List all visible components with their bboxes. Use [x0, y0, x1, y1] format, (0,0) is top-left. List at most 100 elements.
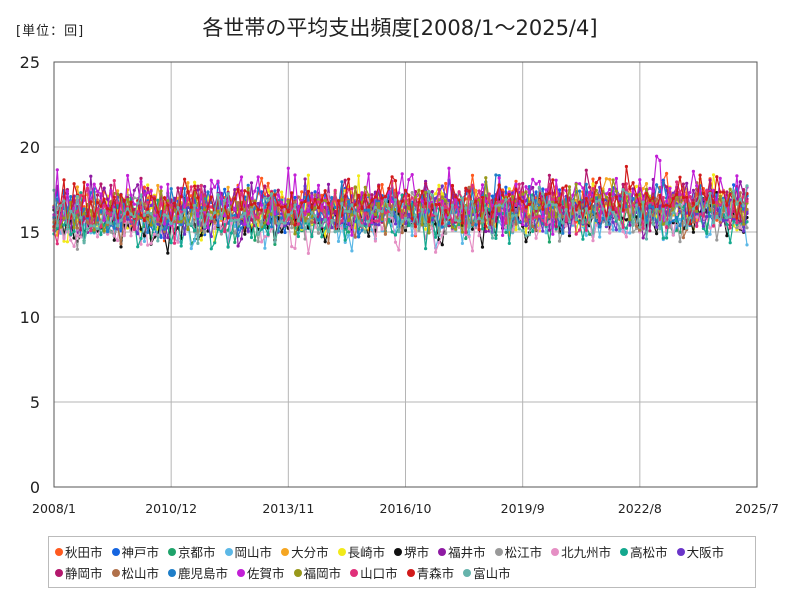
- data-point: [665, 236, 669, 240]
- data-point: [665, 199, 669, 203]
- data-point: [162, 236, 167, 240]
- data-point: [296, 219, 300, 223]
- legend-marker: [237, 568, 246, 577]
- data-point: [383, 211, 387, 215]
- data-point: [260, 203, 264, 207]
- data-point: [685, 226, 689, 230]
- data-point: [343, 209, 347, 213]
- data-point: [413, 224, 418, 229]
- data-point: [233, 231, 237, 235]
- data-point: [403, 217, 408, 221]
- data-point: [698, 189, 702, 193]
- data-point: [464, 230, 468, 234]
- data-point: [313, 197, 317, 202]
- data-point: [162, 207, 167, 211]
- data-point: [665, 225, 669, 230]
- data-point: [638, 178, 642, 182]
- data-point: [363, 211, 367, 215]
- data-point: [109, 183, 113, 187]
- data-point: [604, 201, 609, 205]
- data-point: [139, 213, 143, 217]
- data-point: [300, 199, 304, 203]
- data-point: [417, 226, 421, 230]
- data-point: [256, 201, 260, 206]
- legend-label: 北九州市: [561, 545, 612, 560]
- data-point: [494, 173, 498, 177]
- legend: 秋田市 神戸市 京都市 岡山市 大分市 長崎市 堺市 福井市 松江市 北九州市 高松市 大阪市 静岡市 松…: [48, 536, 756, 588]
- x-tick-label: 2008/1: [32, 501, 76, 516]
- data-point: [313, 193, 317, 197]
- data-point: [701, 191, 706, 195]
- data-point: [216, 223, 220, 227]
- data-point: [357, 234, 361, 238]
- chart-title: 各世帯の平均支出頻度[2008/1～2025/4]: [202, 16, 598, 40]
- data-point: [72, 182, 76, 186]
- data-point: [347, 218, 351, 223]
- legend-item: 松江市: [494, 541, 542, 562]
- data-point: [209, 210, 213, 214]
- data-point: [256, 223, 260, 228]
- data-point: [85, 227, 90, 231]
- data-point: [407, 193, 411, 198]
- data-point: [725, 190, 729, 194]
- data-point: [283, 224, 287, 228]
- data-point: [665, 185, 669, 189]
- data-point: [675, 192, 679, 197]
- data-point: [698, 195, 702, 199]
- legend-label: 京都市: [178, 545, 216, 560]
- data-point: [360, 206, 364, 211]
- data-point: [283, 221, 287, 225]
- data-point: [213, 220, 217, 224]
- data-point: [581, 237, 585, 241]
- data-point: [142, 239, 146, 243]
- data-point: [166, 199, 170, 203]
- data-point: [668, 191, 672, 195]
- data-point: [648, 204, 652, 208]
- data-point: [183, 232, 187, 236]
- data-point: [213, 241, 217, 245]
- data-point: [601, 187, 605, 191]
- data-point: [661, 222, 665, 226]
- data-point: [671, 204, 675, 208]
- data-point: [444, 181, 448, 186]
- data-point: [146, 191, 150, 195]
- data-point: [92, 182, 96, 186]
- data-point: [504, 185, 508, 189]
- data-point: [514, 222, 518, 226]
- data-point: [393, 215, 398, 219]
- legend-label: 神戸市: [121, 545, 160, 560]
- data-point: [85, 214, 90, 218]
- data-point: [614, 176, 619, 181]
- data-point: [611, 192, 615, 196]
- data-point: [333, 205, 337, 210]
- data-point: [695, 224, 699, 228]
- data-point: [467, 235, 471, 239]
- data-point: [413, 232, 418, 236]
- data-point: [249, 218, 254, 222]
- data-point: [266, 198, 270, 202]
- data-point: [203, 203, 207, 207]
- data-point: [541, 214, 545, 219]
- data-point: [290, 222, 294, 226]
- data-point: [440, 225, 444, 229]
- data-point: [310, 194, 314, 198]
- data-point: [691, 198, 696, 202]
- data-point: [239, 215, 244, 219]
- data-point: [256, 232, 260, 236]
- data-point: [229, 221, 233, 226]
- data-point: [79, 191, 83, 195]
- data-point: [300, 201, 304, 205]
- data-point: [367, 208, 371, 213]
- data-point: [326, 241, 331, 245]
- data-point: [695, 215, 699, 219]
- data-point: [65, 189, 69, 193]
- data-point: [551, 205, 555, 209]
- data-point: [608, 193, 612, 197]
- data-point: [213, 185, 217, 189]
- data-point: [206, 204, 210, 209]
- data-point: [578, 209, 582, 213]
- data-point: [564, 208, 568, 212]
- data-point: [450, 225, 454, 229]
- data-point: [146, 200, 150, 205]
- data-point: [343, 194, 347, 198]
